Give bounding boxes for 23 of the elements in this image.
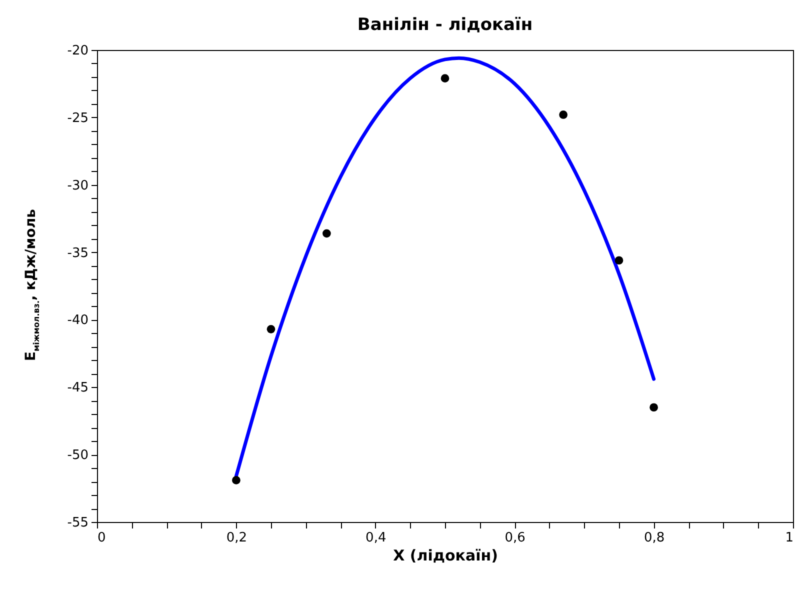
y-tick-label: -55 xyxy=(67,516,88,530)
point xyxy=(266,324,276,334)
y-tick-label: -20 xyxy=(67,44,88,58)
x-tick-label: 0,6 xyxy=(504,530,526,546)
y-tick-label: -40 xyxy=(67,313,88,328)
x-tick-label: 1 xyxy=(785,530,794,546)
x-tick-label: 0,2 xyxy=(226,530,248,546)
point xyxy=(322,229,331,238)
x-tick-label: 0,4 xyxy=(366,530,386,546)
point xyxy=(559,110,568,119)
y-tick-label: -45 xyxy=(67,380,88,396)
x-tick-label: 0,8 xyxy=(644,530,665,546)
point xyxy=(650,403,658,412)
point xyxy=(614,256,624,265)
x-tick-label: 0 xyxy=(98,530,106,546)
x-axis-title: X (лідокаїн) xyxy=(393,546,498,564)
chart-title: Ванілін - лідокаїн xyxy=(357,15,533,35)
point xyxy=(232,476,240,484)
y-tick-label: -25 xyxy=(67,110,88,126)
y-tick-label: -30 xyxy=(67,178,88,194)
y-tick-label: -35 xyxy=(67,246,88,261)
y-tick-label: -50 xyxy=(67,448,88,464)
point xyxy=(440,74,450,82)
